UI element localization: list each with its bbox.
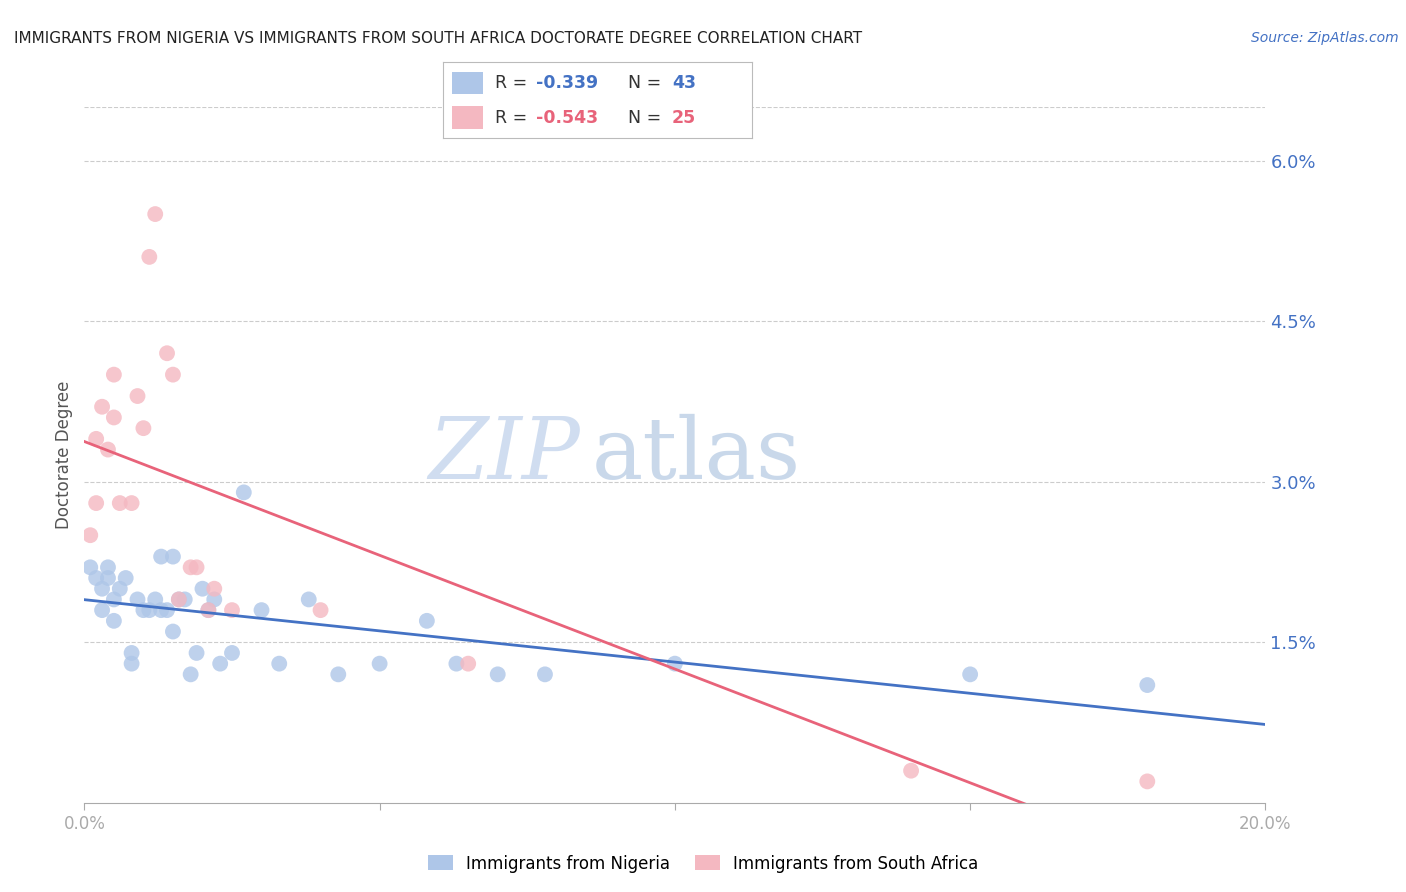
Point [167,592,190,607]
Text: R =: R = [495,74,533,92]
Point [173,592,195,607]
Point [121,496,143,510]
Point [97,442,120,457]
Point [328,667,350,681]
FancyBboxPatch shape [453,106,484,129]
Point [91,603,114,617]
Point [298,592,321,607]
Text: -0.543: -0.543 [536,109,598,127]
Point [103,614,125,628]
Point [121,646,143,660]
Point [180,560,202,574]
Point [191,582,214,596]
Point [103,368,125,382]
Point [138,250,160,264]
Text: -0.339: -0.339 [536,74,598,92]
Point [250,603,273,617]
Point [1136,774,1159,789]
Point [197,603,219,617]
Point [121,657,143,671]
Text: 25: 25 [672,109,696,127]
Point [486,667,509,681]
Text: IMMIGRANTS FROM NIGERIA VS IMMIGRANTS FROM SOUTH AFRICA DOCTORATE DEGREE CORRELA: IMMIGRANTS FROM NIGERIA VS IMMIGRANTS FR… [14,31,862,46]
Point [150,549,173,564]
Text: R =: R = [495,109,533,127]
Point [97,560,120,574]
Point [162,368,184,382]
Point [221,646,243,660]
Point [416,614,439,628]
Point [84,496,107,510]
Point [143,207,166,221]
Point [269,657,291,671]
Point [457,657,479,671]
Y-axis label: Doctorate Degree: Doctorate Degree [55,381,73,529]
Point [103,410,125,425]
Point [91,400,114,414]
Point [114,571,136,585]
Point [143,592,166,607]
Text: atlas: atlas [592,413,801,497]
Point [309,603,332,617]
Legend: Immigrants from Nigeria, Immigrants from South Africa: Immigrants from Nigeria, Immigrants from… [420,848,986,880]
Point [132,421,155,435]
FancyBboxPatch shape [453,71,484,95]
Text: N =: N = [628,74,668,92]
Point [232,485,254,500]
Point [156,346,179,360]
Point [900,764,922,778]
Point [959,667,981,681]
Point [186,646,208,660]
Point [446,657,468,671]
Text: N =: N = [628,109,668,127]
Point [167,592,190,607]
Point [97,571,120,585]
Point [127,389,149,403]
Point [664,657,686,671]
Text: ZIP: ZIP [429,414,581,496]
Point [534,667,557,681]
Text: 43: 43 [672,74,696,92]
Point [209,657,232,671]
Point [162,549,184,564]
Point [108,496,131,510]
Point [127,592,149,607]
Text: Source: ZipAtlas.com: Source: ZipAtlas.com [1251,31,1399,45]
Point [202,582,225,596]
Point [79,560,101,574]
Point [202,592,225,607]
Point [84,571,107,585]
Point [84,432,107,446]
Point [1136,678,1159,692]
Point [79,528,101,542]
Point [162,624,184,639]
Point [197,603,219,617]
Point [103,592,125,607]
Point [132,603,155,617]
Point [180,667,202,681]
Point [108,582,131,596]
Point [138,603,160,617]
Point [368,657,391,671]
Point [221,603,243,617]
Point [150,603,173,617]
Point [186,560,208,574]
Point [91,582,114,596]
Point [156,603,179,617]
